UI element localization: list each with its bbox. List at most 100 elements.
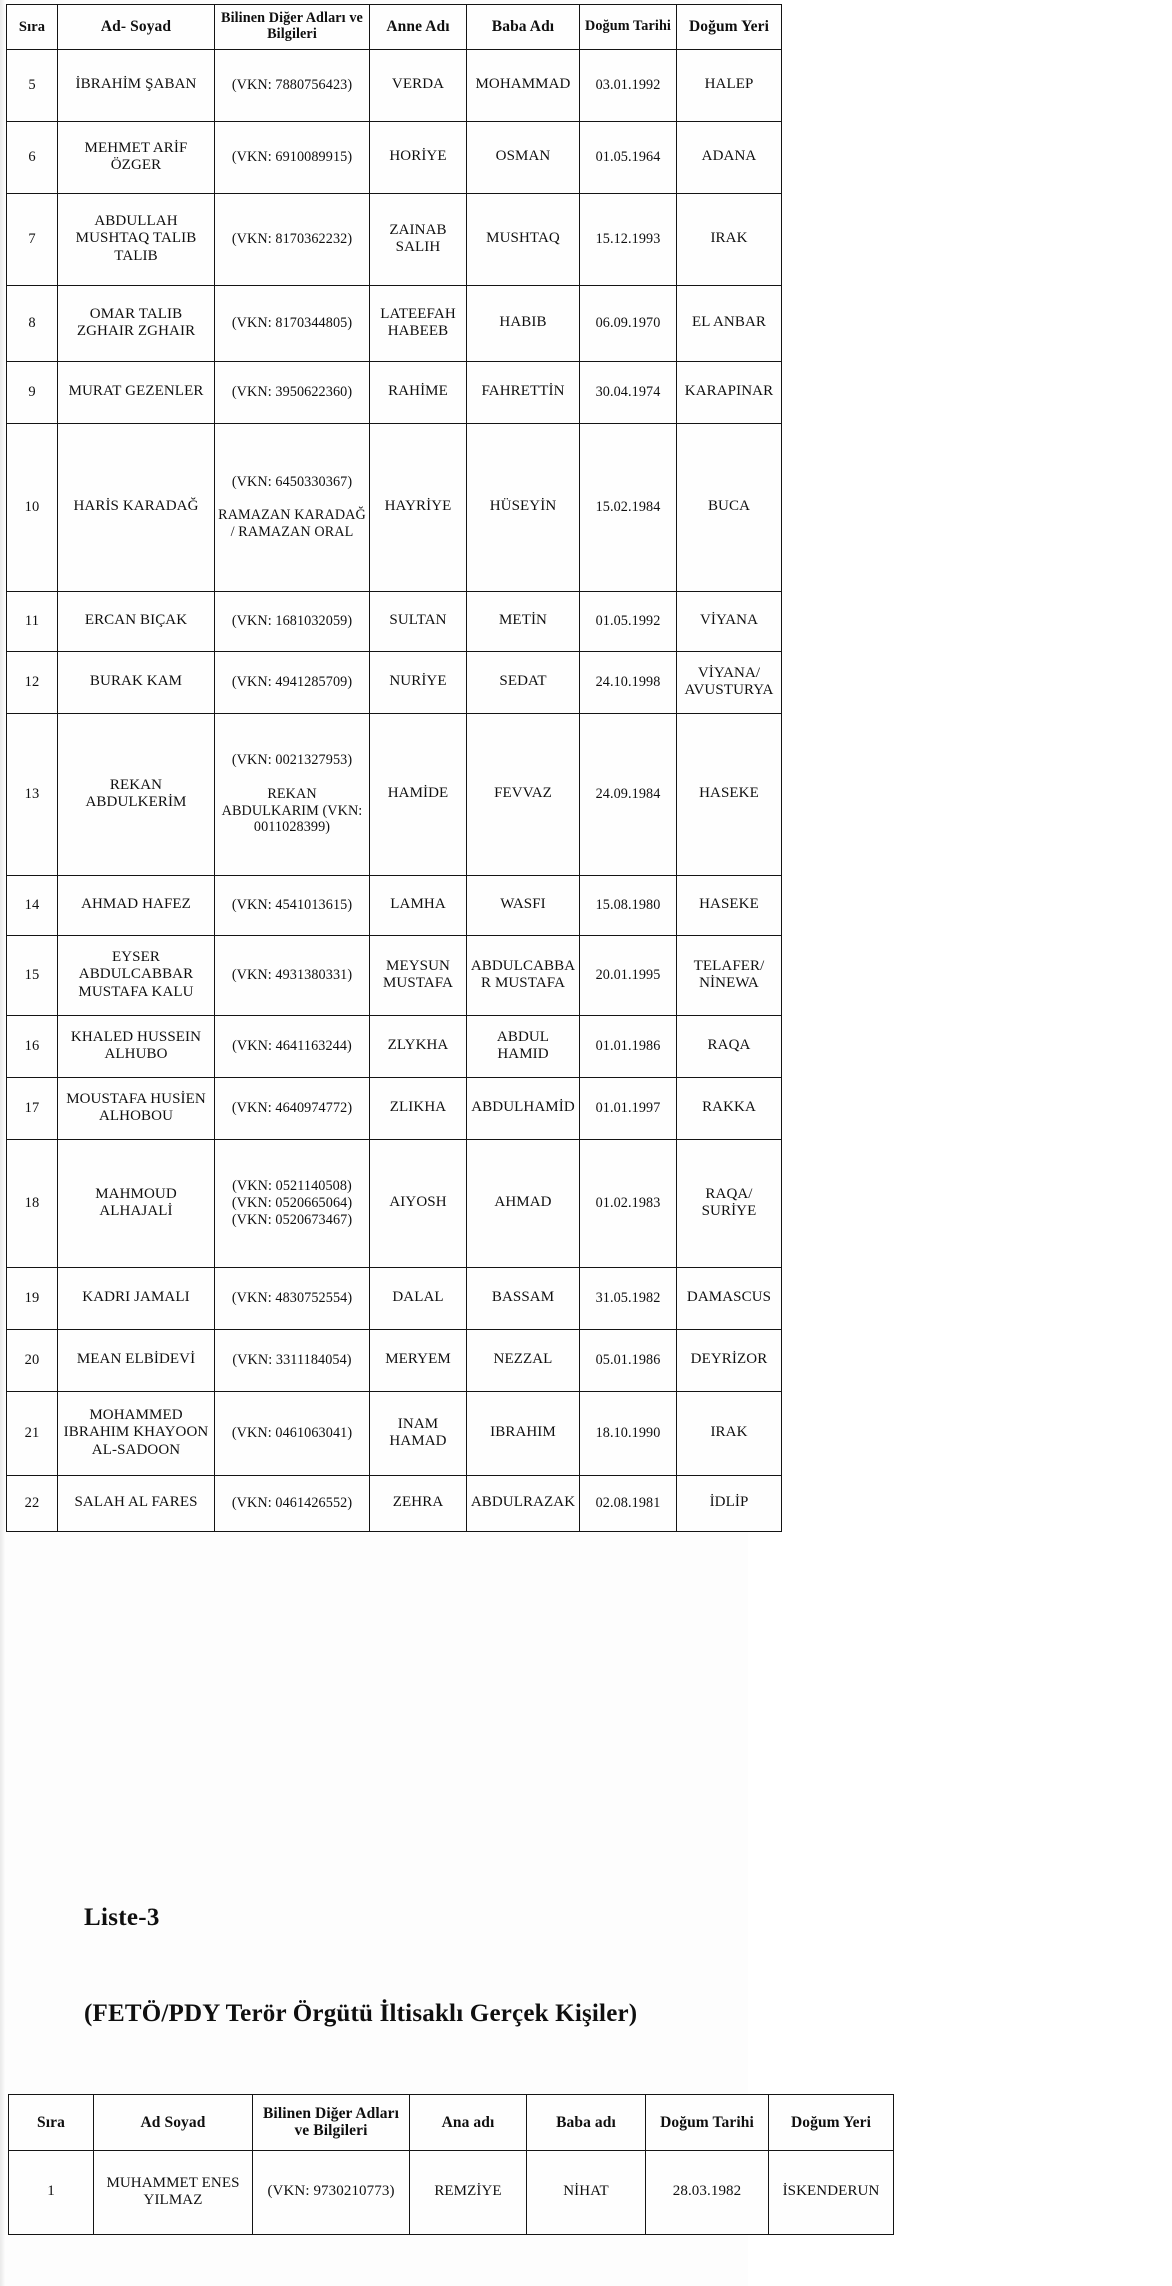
cell-ad-soyad: ERCAN BIÇAK [57, 590, 215, 652]
cell-sira: 1 [8, 2149, 94, 2235]
cell-dogum-tarihi: 15.02.1984 [579, 422, 677, 592]
cell-diger-adlari: (VKN: 4640974772) [214, 1076, 370, 1140]
cell-diger-adlari: (VKN: 6450330367) RAMAZAN KARADAĞ / RAMA… [214, 422, 370, 592]
cell-anne-adi: ZLYKHA [369, 1014, 467, 1078]
table-row: 19 KADRI JAMALI (VKN: 4830752554) DALAL BASS… [6, 1266, 782, 1330]
page-margin-right [748, 0, 1172, 2286]
cell-diger-adlari: (VKN: 0461063041) [214, 1390, 370, 1476]
cell-ad-soyad: MURAT GEZENLER [57, 360, 215, 424]
cell-dogum-yeri: VİYANA [676, 590, 782, 652]
liste3-table: Sıra Ad Soyad Bilinen Diğer Adları ve Bi… [8, 2094, 894, 2235]
cell-sira: 13 [6, 712, 58, 876]
cell-baba-adi: ABDULRAZAK [466, 1474, 580, 1532]
cell-dogum-tarihi: 24.10.1998 [579, 650, 677, 714]
cell-ad-soyad: KHALED HUSSEIN ALHUBO [57, 1014, 215, 1078]
table-row: 12 BURAK KAM (VKN: 4941285709) NURİYE SEDAT 2… [6, 650, 782, 714]
table-row: 9 MURAT GEZENLER (VKN: 3950622360) RAHİME FA… [6, 360, 782, 424]
cell-dogum-tarihi: 02.08.1981 [579, 1474, 677, 1532]
cell-dogum-tarihi: 28.03.1982 [645, 2149, 769, 2235]
cell-sira: 19 [6, 1266, 58, 1330]
table-row: 16 KHALED HUSSEIN ALHUBO (VKN: 4641163244)… [6, 1014, 782, 1078]
cell-ad-soyad: MAHMOUD ALHAJALİ [57, 1138, 215, 1268]
liste2-table: Sıra Ad- Soyad Bilinen Diğer Adları ve B… [6, 4, 782, 1532]
cell-dogum-tarihi: 18.10.1990 [579, 1390, 677, 1476]
cell-dogum-yeri: HALEP [676, 48, 782, 122]
cell-dogum-yeri: DEYRİZOR [676, 1328, 782, 1392]
cell-baba-adi: METİN [466, 590, 580, 652]
table-row: 15 EYSER ABDULCABBAR MUSTAFA KALU (VKN: 49… [6, 934, 782, 1016]
cell-dogum-yeri: BUCA [676, 422, 782, 592]
cell-anne-adi: HAYRİYE [369, 422, 467, 592]
cell-diger-adlari: (VKN: 4830752554) [214, 1266, 370, 1330]
cell-diger-adlari: (VKN: 4541013615) [214, 874, 370, 936]
cell-diger-adlari: (VKN: 8170362232) [214, 192, 370, 286]
column-header-ana-adi: Ana adı [409, 2094, 527, 2151]
table-row: 8 OMAR TALIB ZGHAIR ZGHAIR (VKN: 817034480… [6, 284, 782, 362]
column-header-ad-soyad: Ad- Soyad [57, 4, 215, 50]
cell-anne-adi: HORİYE [369, 120, 467, 194]
table-row: 5 İBRAHİM ŞABAN (VKN: 7880756423) VERDA MOHA… [6, 48, 782, 122]
cell-diger-adlari: (VKN: 1681032059) [214, 590, 370, 652]
cell-ad-soyad: İBRAHİM ŞABAN [57, 48, 215, 122]
cell-diger-adlari: (VKN: 0521140508) (VKN: 0520665064) (VKN… [214, 1138, 370, 1268]
table-row: 21 MOHAMMED IBRAHIM KHAYOON AL-SADOON (VKN… [6, 1390, 782, 1476]
cell-anne-adi: ZLIKHA [369, 1076, 467, 1140]
cell-anne-adi: NURİYE [369, 650, 467, 714]
cell-anne-adi: ZEHRA [369, 1474, 467, 1532]
cell-dogum-tarihi: 24.09.1984 [579, 712, 677, 876]
cell-anne-adi: RAHİME [369, 360, 467, 424]
cell-baba-adi: MUSHTAQ [466, 192, 580, 286]
cell-diger-adlari: (VKN: 8170344805) [214, 284, 370, 362]
cell-dogum-yeri: ADANA [676, 120, 782, 194]
cell-dogum-tarihi: 01.02.1983 [579, 1138, 677, 1268]
cell-dogum-tarihi: 03.01.1992 [579, 48, 677, 122]
cell-ad-soyad: KADRI JAMALI [57, 1266, 215, 1330]
cell-sira: 6 [6, 120, 58, 194]
cell-ad-soyad: SALAH AL FARES [57, 1474, 215, 1532]
cell-anne-adi: MERYEM [369, 1328, 467, 1392]
cell-sira: 20 [6, 1328, 58, 1392]
cell-dogum-yeri: EL ANBAR [676, 284, 782, 362]
cell-baba-adi: OSMAN [466, 120, 580, 194]
cell-baba-adi: HÜSEYİN [466, 422, 580, 592]
cell-diger-adlari: (VKN: 0021327953) REKAN ABDULKARIM (VKN:… [214, 712, 370, 876]
cell-dogum-tarihi: 01.05.1992 [579, 590, 677, 652]
cell-ad-soyad: BURAK KAM [57, 650, 215, 714]
cell-ad-soyad: MEHMET ARİF ÖZGER [57, 120, 215, 194]
table-row: 10 HARİS KARADAĞ (VKN: 6450330367) RAMAZAN… [6, 422, 782, 592]
table-header-row: Sıra Ad- Soyad Bilinen Diğer Adları ve B… [6, 4, 782, 50]
cell-sira: 22 [6, 1474, 58, 1532]
cell-baba-adi: ABDULHAMİD [466, 1076, 580, 1140]
column-header-dogum-yeri: Doğum Yeri [768, 2094, 894, 2151]
cell-ad-soyad: HARİS KARADAĞ [57, 422, 215, 592]
table-row: 6 MEHMET ARİF ÖZGER (VKN: 6910089915) HORİY… [6, 120, 782, 194]
cell-ad-soyad: AHMAD HAFEZ [57, 874, 215, 936]
liste2-table-body: 5 İBRAHİM ŞABAN (VKN: 7880756423) VERDA MOHA… [6, 48, 782, 1532]
cell-anne-adi: VERDA [369, 48, 467, 122]
cell-anne-adi: ZAINAB SALIH [369, 192, 467, 286]
cell-diger-adlari: (VKN: 7880756423) [214, 48, 370, 122]
cell-dogum-yeri: IRAK [676, 192, 782, 286]
cell-baba-adi: ABDULCABBA R MUSTAFA [466, 934, 580, 1016]
cell-dogum-yeri: VİYANA/ AVUSTURYA [676, 650, 782, 714]
cell-sira: 17 [6, 1076, 58, 1140]
cell-sira: 11 [6, 590, 58, 652]
cell-diger-adlari: (VKN: 6910089915) [214, 120, 370, 194]
cell-ad-soyad: REKAN ABDULKERİM [57, 712, 215, 876]
cell-dogum-yeri: TELAFER/ NİNEWA [676, 934, 782, 1016]
cell-dogum-tarihi: 01.05.1964 [579, 120, 677, 194]
table-row: 13 REKAN ABDULKERİM (VKN: 0021327953) REKA… [6, 712, 782, 876]
cell-dogum-tarihi: 15.12.1993 [579, 192, 677, 286]
cell-sira: 16 [6, 1014, 58, 1078]
column-header-ad-soyad: Ad Soyad [93, 2094, 253, 2151]
cell-diger-adlari: (VKN: 0461426552) [214, 1474, 370, 1532]
liste3-title: Liste-3 [84, 1904, 160, 1931]
cell-diger-adlari: (VKN: 4641163244) [214, 1014, 370, 1078]
cell-sira: 8 [6, 284, 58, 362]
column-header-sira: Sıra [6, 4, 58, 50]
cell-sira: 14 [6, 874, 58, 936]
cell-diger-adlari: (VKN: 9730210773) [252, 2149, 410, 2235]
table-row: 14 AHMAD HAFEZ (VKN: 4541013615) LAMHA WASFI… [6, 874, 782, 936]
cell-ad-soyad: MEAN ELBİDEVİ [57, 1328, 215, 1392]
